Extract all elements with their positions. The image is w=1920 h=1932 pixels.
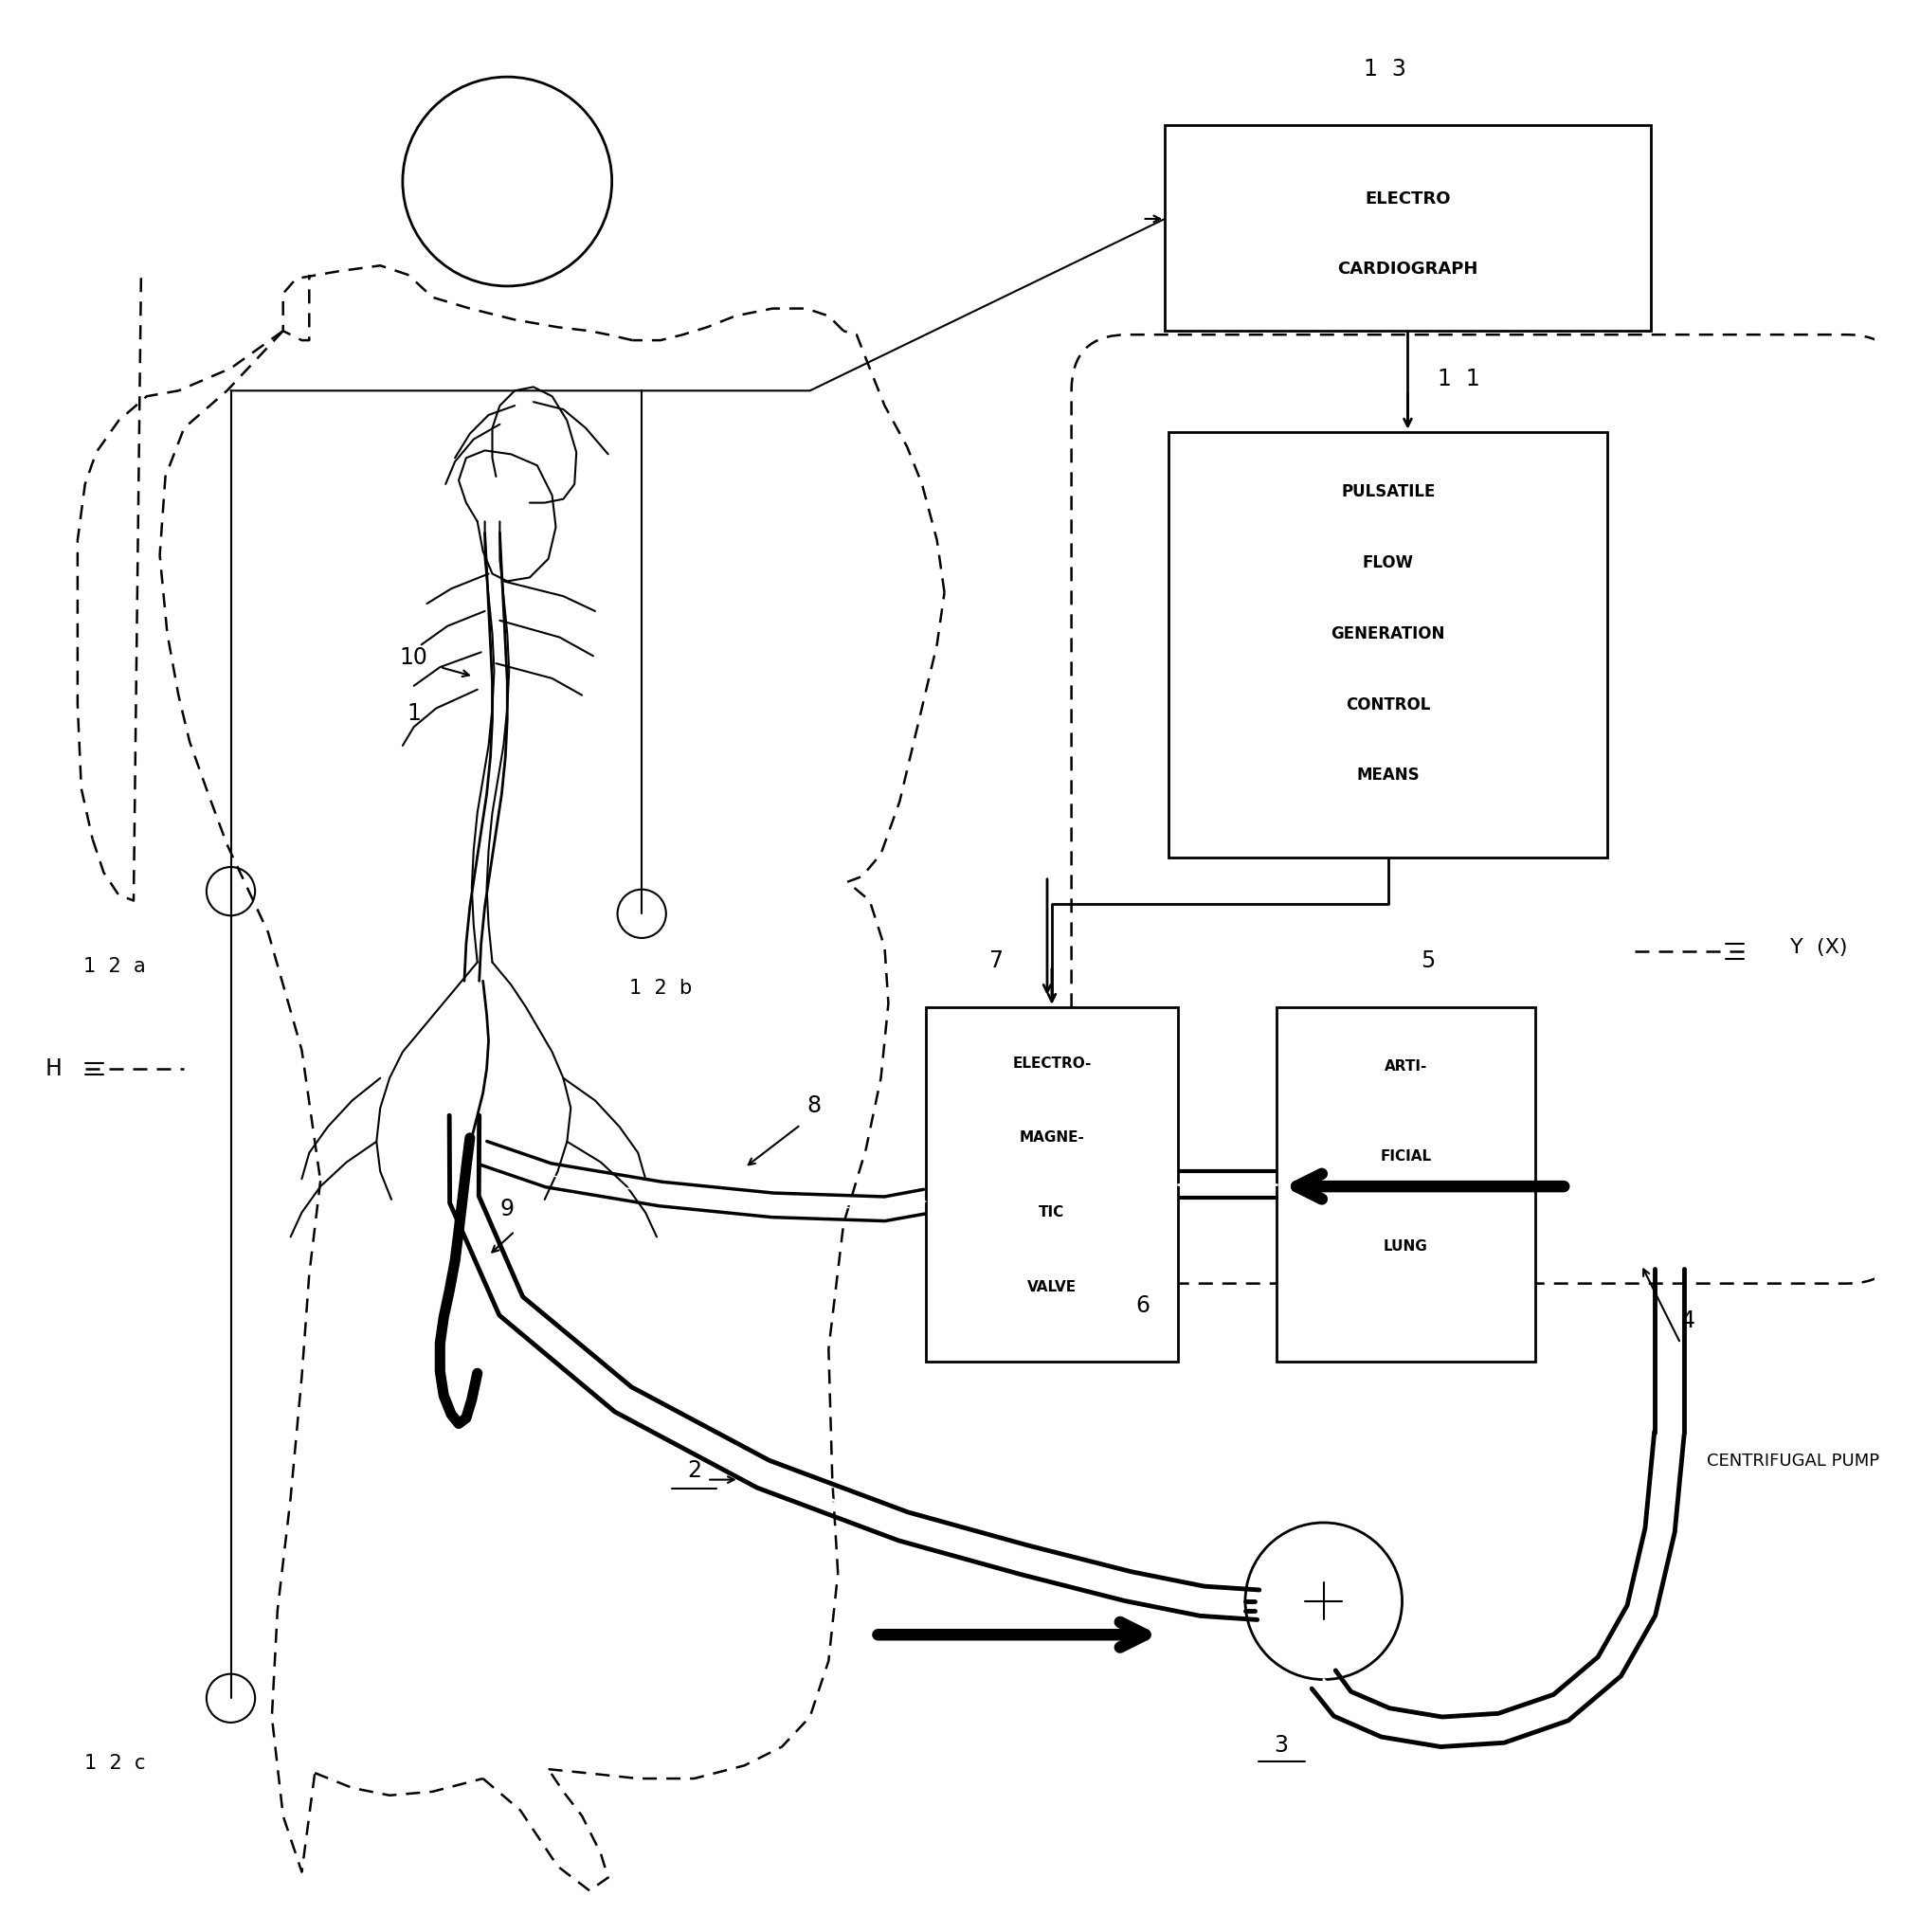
Bar <box>1277 1007 1534 1362</box>
Text: 5: 5 <box>1421 949 1436 972</box>
Text: 1  2  c: 1 2 c <box>84 1754 146 1774</box>
Text: GENERATION: GENERATION <box>1331 624 1446 641</box>
Text: 1  3: 1 3 <box>1363 58 1407 81</box>
Bar <box>1169 431 1607 858</box>
Text: Y  (X): Y (X) <box>1789 937 1847 956</box>
Text: CARDIOGRAPH: CARDIOGRAPH <box>1338 261 1478 278</box>
Text: PULSATILE: PULSATILE <box>1340 483 1436 500</box>
Text: FICIAL: FICIAL <box>1380 1150 1432 1163</box>
Text: CONTROL: CONTROL <box>1346 696 1430 713</box>
Text: 1  2  b: 1 2 b <box>630 980 691 999</box>
Text: 4: 4 <box>1680 1310 1695 1333</box>
Text: 1: 1 <box>407 703 420 724</box>
Text: LUNG: LUNG <box>1384 1238 1428 1254</box>
Bar <box>925 1007 1179 1362</box>
Text: 1  1: 1 1 <box>1438 369 1480 390</box>
Text: MEANS: MEANS <box>1357 767 1419 784</box>
Text: 9: 9 <box>499 1198 515 1221</box>
Text: MAGNE-: MAGNE- <box>1020 1130 1085 1146</box>
Text: 1  2  a: 1 2 a <box>84 956 146 976</box>
Bar <box>1165 126 1651 330</box>
Text: 8: 8 <box>806 1095 822 1117</box>
Text: VALVE: VALVE <box>1027 1281 1077 1294</box>
Text: 10: 10 <box>399 647 428 668</box>
Text: 7: 7 <box>989 949 1002 972</box>
Text: 2: 2 <box>687 1459 701 1482</box>
Text: 6: 6 <box>1135 1294 1150 1318</box>
Text: 3: 3 <box>1273 1733 1288 1756</box>
Text: CENTRIFUGAL PUMP: CENTRIFUGAL PUMP <box>1707 1453 1880 1470</box>
Text: ELECTRO-: ELECTRO- <box>1012 1057 1091 1070</box>
Text: ARTI-: ARTI- <box>1384 1061 1427 1074</box>
Text: TIC: TIC <box>1039 1206 1066 1219</box>
Text: FLOW: FLOW <box>1363 554 1413 572</box>
Text: ELECTRO: ELECTRO <box>1365 191 1452 209</box>
Text: H: H <box>44 1057 61 1080</box>
